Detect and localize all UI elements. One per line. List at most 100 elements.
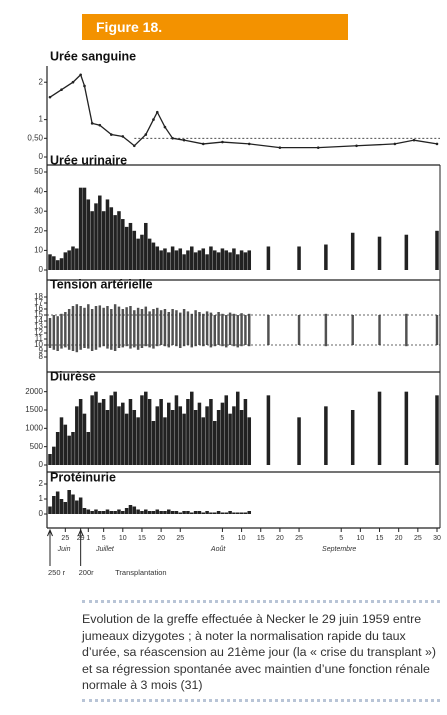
bar [212,421,217,465]
y-tick-label: 10 [34,246,43,255]
range-bar [194,310,197,347]
annotation: 200r [79,568,95,577]
bar [144,391,148,465]
bar [235,254,240,270]
bar [128,222,133,270]
line-point [316,146,320,149]
bar [98,195,102,270]
range-bar [198,312,201,345]
x-tick-label: 30 [433,535,441,542]
y-tick-label: 12 [34,328,43,337]
range-bar [133,310,136,348]
bar [94,203,98,270]
bar [109,207,114,270]
bar [243,399,248,465]
caption-line: et sa régression spontanée avec maintien… [82,661,430,676]
caption-line: Evolution de la greffe effectuée à Necke… [82,612,422,626]
bar [98,511,102,514]
bar [174,511,179,514]
bar [147,511,152,514]
bar [201,512,206,514]
line-point [132,144,136,148]
bar [212,512,217,514]
bar [101,399,106,465]
range-bar [232,313,236,347]
range-bar [209,312,213,348]
bar [140,511,144,514]
bar [132,506,137,514]
line-point [278,146,282,149]
bar [239,410,244,465]
bar [243,512,248,514]
bar [151,242,156,270]
range-bar [152,309,155,349]
bar [220,248,225,270]
line-point [155,110,159,114]
range-bar [102,307,105,347]
bar [235,512,240,514]
bar [216,252,221,270]
panel-title: Protéinurie [50,470,116,484]
bar [159,250,163,270]
annotation: 250 r [48,568,66,577]
range-bar [213,315,216,347]
range-bar [79,306,82,350]
bar [216,410,221,465]
range-bar [205,311,209,345]
bar [178,406,183,465]
bar [197,511,202,514]
bar [105,509,110,514]
month-label: Septembre [322,546,356,553]
y-tick-label: 500 [30,442,44,451]
bar [78,399,83,465]
bar [297,246,301,270]
bar [228,511,232,514]
bar [178,248,183,270]
bar [55,260,60,270]
range-bar [228,312,232,345]
bar [144,222,148,270]
line-point [182,138,186,142]
line-point [163,125,167,129]
bar [228,413,232,465]
range-bar [248,313,251,347]
caption-line: jumeaux dizygotes ; à noter la normalisa… [82,628,406,643]
y-tick-label: 0,50 [27,133,43,142]
line-series [49,73,438,149]
bar [197,250,202,270]
panel-title: Urée sanguine [50,49,136,63]
range-bar [52,315,56,350]
y-tick-label: 30 [34,206,43,215]
range-bar [98,305,102,348]
range-bar [267,315,270,345]
range-bar [163,309,167,347]
range-bar [144,306,148,347]
x-tick-label: 15 [138,535,146,542]
range-bar [297,315,301,345]
bar [266,246,271,270]
arrow-head [77,528,84,537]
range-bar [106,306,109,349]
range-bar [182,309,186,347]
bar [232,248,236,270]
bar [147,399,152,465]
caption: Evolution de la greffe effectuée à Necke… [82,603,440,694]
line-point [98,123,102,127]
line-point [435,142,439,146]
line-point [83,84,86,88]
line-point [60,88,63,91]
range-bar [125,307,128,347]
bar [170,511,175,514]
bar [201,248,206,270]
bar [182,254,186,270]
annotation: Transplantation [115,568,166,577]
bar [86,199,91,270]
y-tick-label: 50 [34,167,43,176]
range-bar [175,310,178,347]
bar [113,511,117,514]
range-bar [202,313,205,347]
bar [209,399,213,465]
range-bar [94,306,98,350]
bar [136,238,140,270]
bar [159,399,163,465]
